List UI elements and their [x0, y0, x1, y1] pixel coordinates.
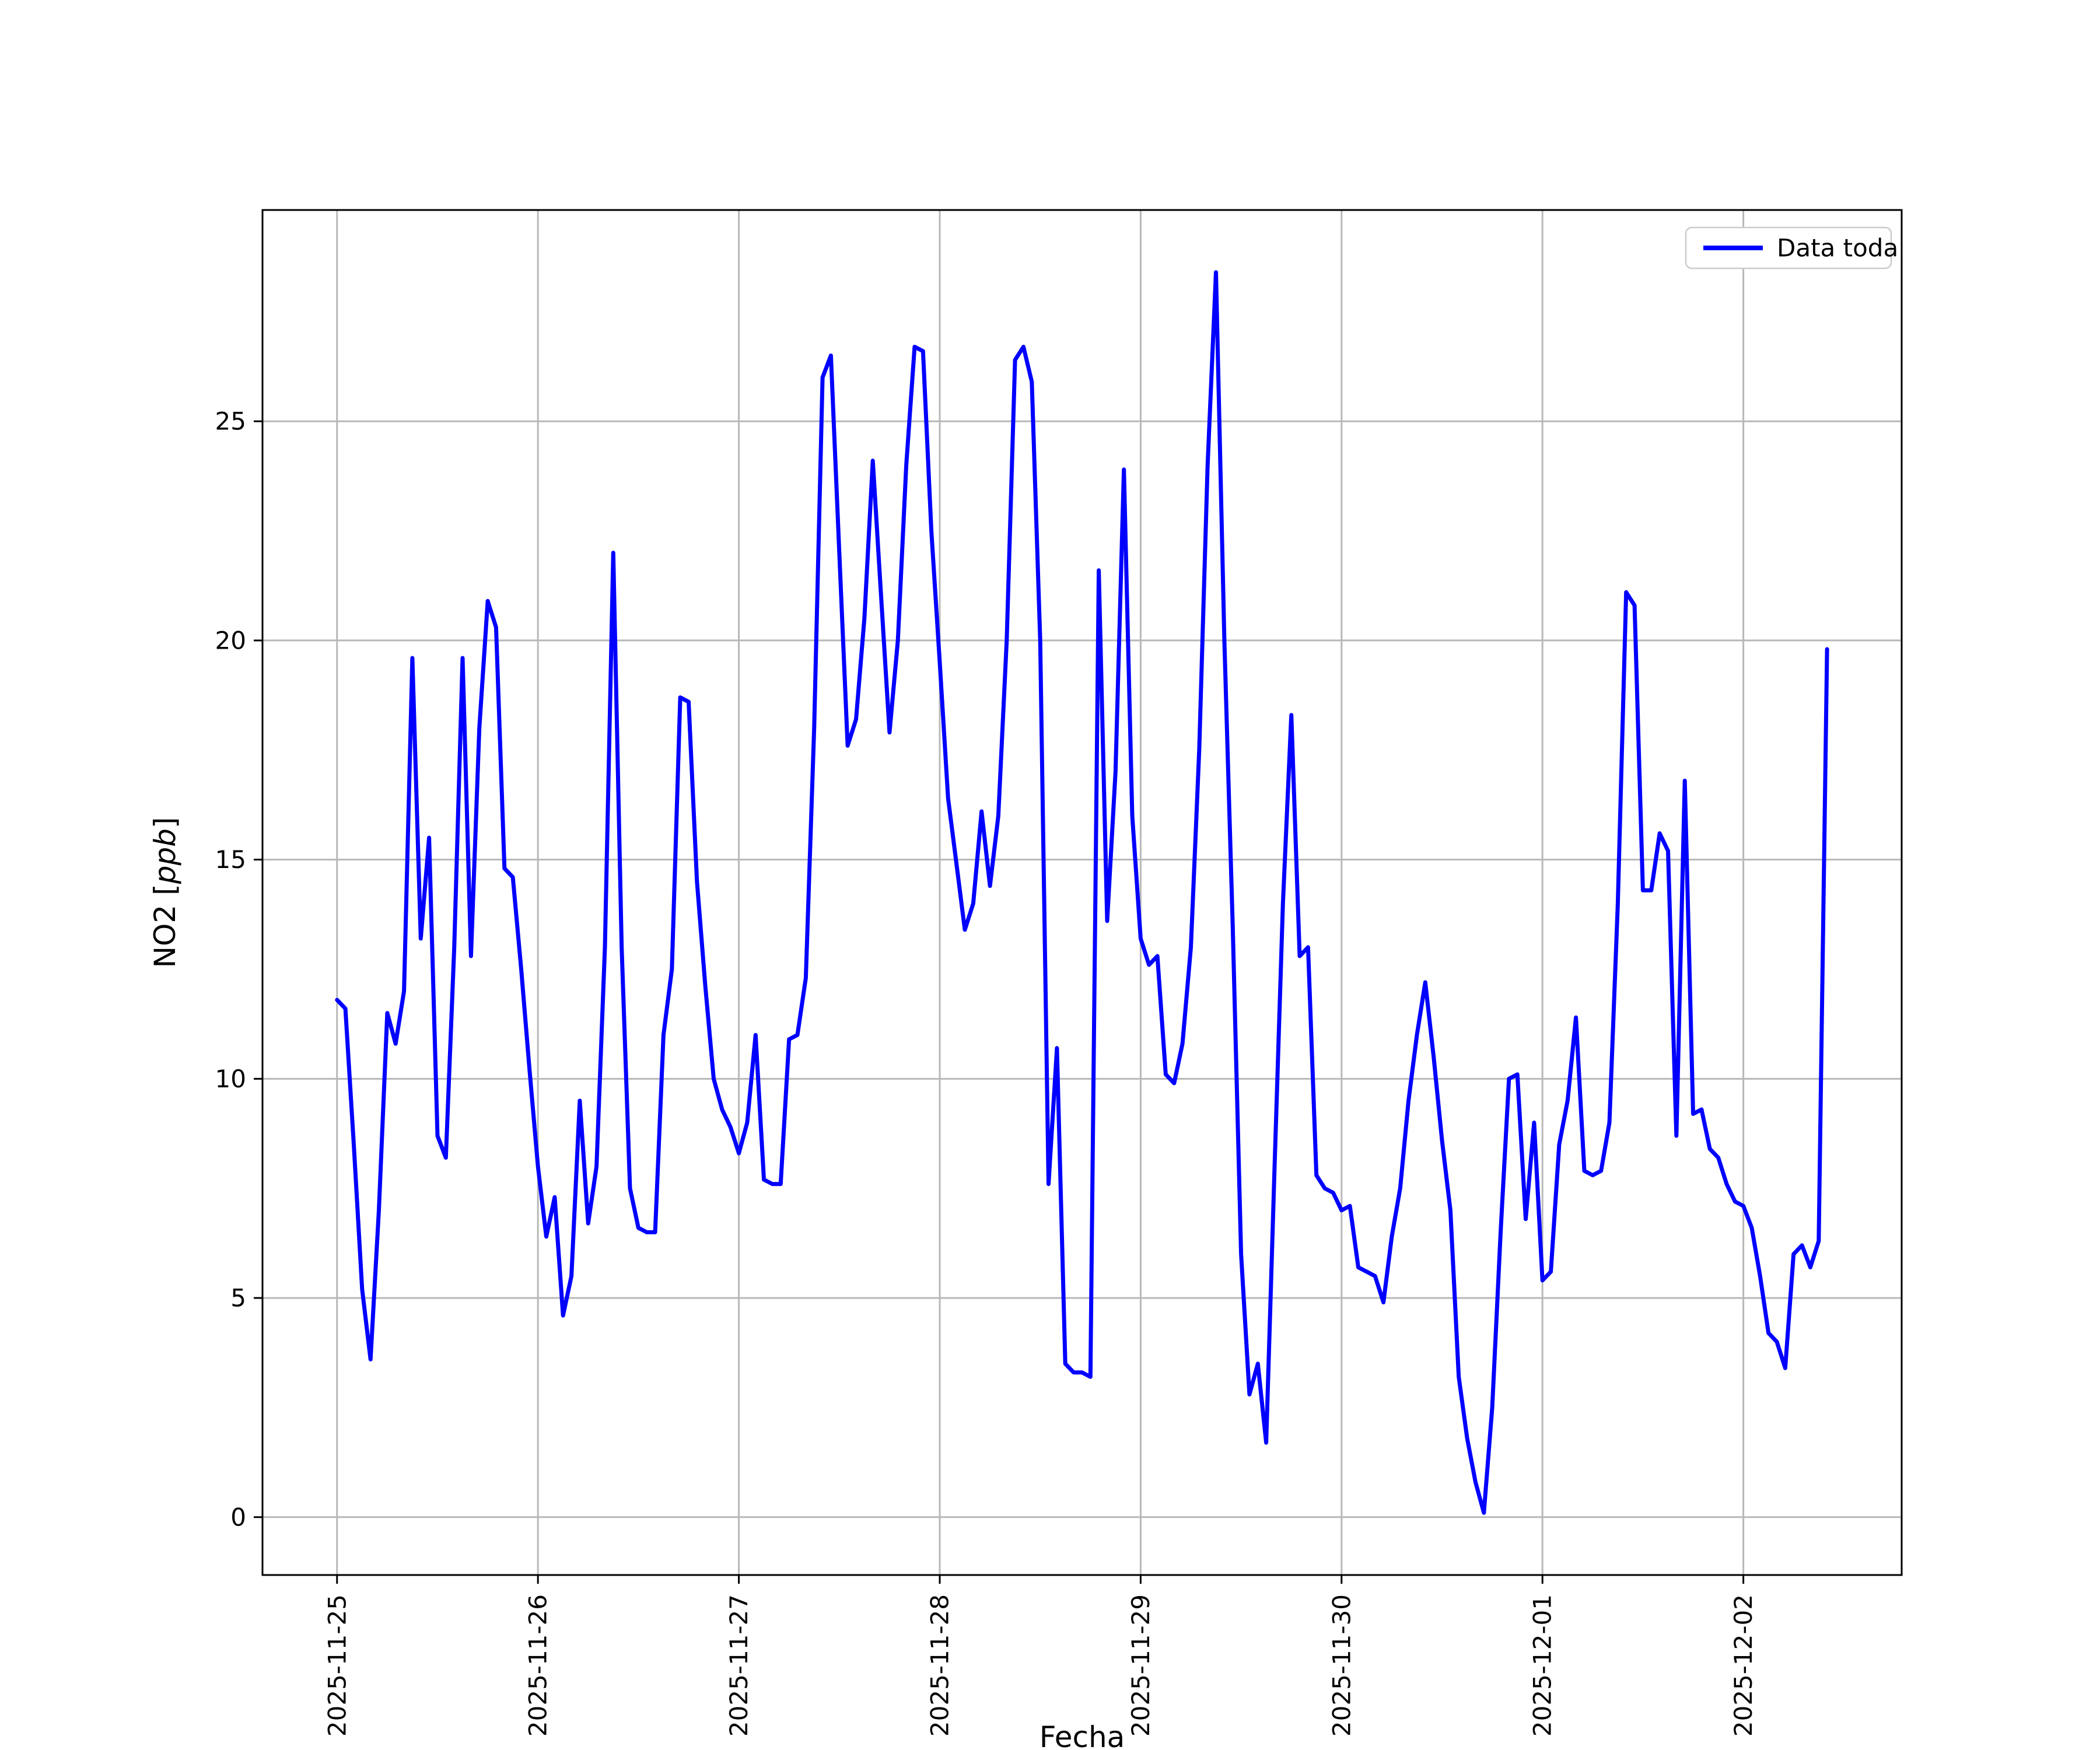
x-axis-label: Fecha: [1040, 1720, 1125, 1750]
y-tick-label: 15: [215, 845, 246, 874]
tick-layer: 2025-11-25 2025-11-26 2025-11-27 2025-11-28…: [215, 407, 1758, 1737]
legend: Data toda: [1685, 226, 1898, 270]
legend-label: Data toda: [1777, 234, 1898, 262]
data-toda-series-line: [335, 270, 1829, 1515]
x-tick-label: 2025-11-26: [524, 1594, 552, 1737]
legend-frame: [1685, 226, 1892, 270]
x-tick-label: 2025-11-25: [323, 1594, 351, 1737]
y-axis-label-suffix: ]: [148, 817, 182, 829]
x-tick-label: 2025-12-02: [1729, 1594, 1758, 1737]
y-axis-label-prefix: NO2 [: [148, 884, 182, 968]
y-tick-label: 20: [215, 626, 246, 654]
y-axis-label-units: ppb: [148, 828, 182, 884]
x-tick-label: 2025-11-30: [1327, 1594, 1356, 1737]
x-tick-label: 2025-11-29: [1126, 1594, 1155, 1737]
y-tick-label: 25: [215, 407, 246, 436]
y-tick-label: 10: [215, 1065, 246, 1093]
grid-layer: [262, 210, 1902, 1575]
x-tick-label: 2025-12-01: [1528, 1594, 1557, 1737]
y-tick-label: 5: [230, 1284, 246, 1312]
plot-border: [261, 209, 1903, 1576]
x-tick-label: 2025-11-28: [925, 1594, 954, 1737]
y-tick-label: 0: [230, 1503, 246, 1531]
y-axis-label: NO2 [ppb]: [148, 817, 182, 968]
x-tick-label: 2025-11-27: [724, 1594, 753, 1737]
